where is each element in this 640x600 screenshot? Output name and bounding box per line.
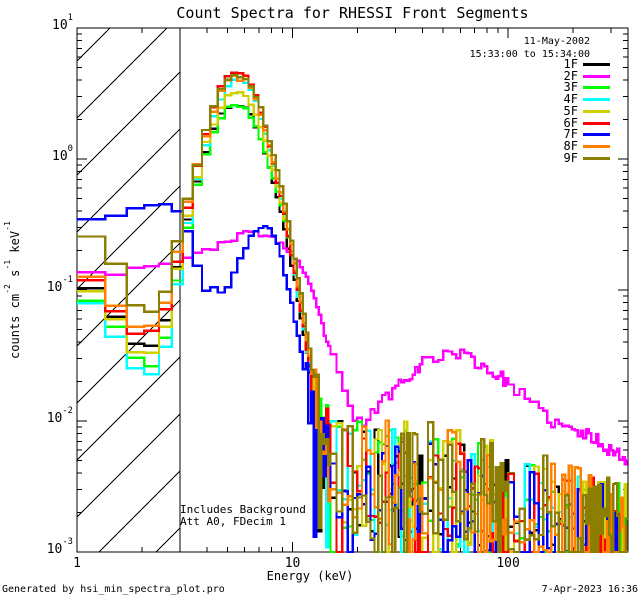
y-tick-label-4: 10-3 xyxy=(46,536,73,557)
legend-label-3f: 3F xyxy=(563,80,578,95)
legend-swatch-4f xyxy=(583,98,610,102)
spectrum-curve-9f xyxy=(77,73,628,554)
annotation-includes-background: Includes Background xyxy=(180,503,306,516)
x-axis-label: Energy (keV) xyxy=(266,569,354,583)
x-tick-label-100: 100 xyxy=(496,556,520,571)
legend-label-1f: 1F xyxy=(563,57,578,71)
legend-swatch-9f xyxy=(583,156,610,160)
legend-swatch-7f xyxy=(583,133,610,137)
footer-timestamp: 7-Apr-2023 16:36 xyxy=(541,584,638,595)
legend-label-8f: 8F xyxy=(563,138,578,153)
legend-swatch-6f xyxy=(583,121,610,125)
y-tick-label-2: 10-1 xyxy=(46,274,73,295)
observation-datetime: 11-May-2002 15:33:00 to 15:34:00 xyxy=(470,35,590,61)
y-tick-label-3: 10-2 xyxy=(46,405,73,426)
legend-swatch-8f xyxy=(583,144,610,148)
legend-label-4f: 4F xyxy=(563,92,578,107)
legend-swatch-1f xyxy=(583,63,610,66)
annotation-attenuator-state: Att A0, FDecim 1 xyxy=(180,515,286,528)
x-tick-label-1: 1 xyxy=(73,556,81,571)
y-tick-label-0: 101 xyxy=(52,12,73,33)
date-label: 11-May-2002 xyxy=(523,36,590,47)
legend-swatch-3f xyxy=(583,86,610,90)
y-tick-label-1: 100 xyxy=(52,143,73,164)
legend-swatch-2f xyxy=(583,74,610,78)
legend-swatch-5f xyxy=(583,109,610,113)
legend-label-2f: 2F xyxy=(563,68,578,83)
legend-label-5f: 5F xyxy=(563,103,578,118)
y-axis-label: counts cm-2 s-1 keV-1 xyxy=(2,221,22,359)
footer-generated-by: Generated by hsi_min_spectra_plot.pro xyxy=(2,584,225,595)
chart-title: Count Spectra for RHESSI Front Segments xyxy=(176,4,529,22)
legend-label-7f: 7F xyxy=(563,127,578,142)
legend-label-6f: 6F xyxy=(563,115,578,130)
time-range-label: 15:33:00 to 15:34:00 xyxy=(469,49,590,60)
x-tick-label-10: 10 xyxy=(284,556,301,571)
plot-annotation: Includes Background Att A0, FDecim 1 xyxy=(180,504,306,528)
legend-label-9f: 9F xyxy=(563,150,578,165)
